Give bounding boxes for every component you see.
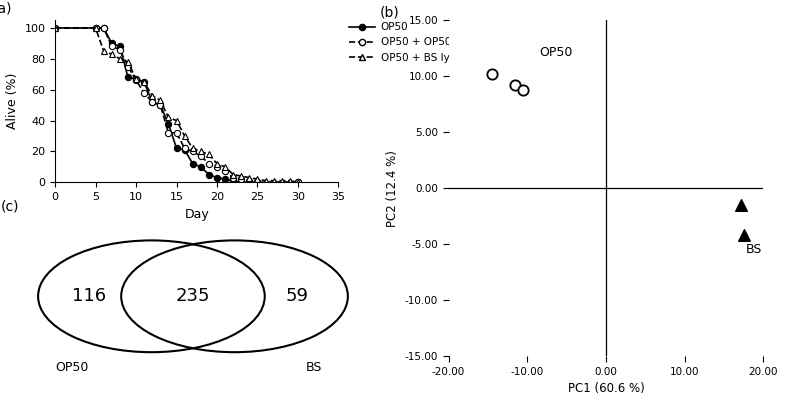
OP50: [131, 77, 141, 81]
OP50: [147, 100, 157, 104]
Text: OP50: OP50: [55, 360, 89, 373]
OP50 + BS lysate: [172, 118, 181, 123]
Text: BS: BS: [305, 360, 322, 373]
OP50: [188, 161, 198, 166]
OP50 + OP50 lysate: [196, 153, 205, 158]
OP50 + BS lysate: [99, 49, 109, 53]
Text: BS: BS: [746, 243, 763, 256]
OP50: [253, 180, 262, 185]
Text: (b): (b): [379, 6, 399, 20]
OP50: [124, 75, 133, 80]
OP50 + BS lysate: [131, 77, 141, 81]
OP50 + BS lysate: [196, 149, 205, 154]
Line: OP50 + BS lysate: OP50 + BS lysate: [52, 25, 301, 185]
OP50 + BS lysate: [237, 174, 246, 179]
Line: OP50 + OP50 lysate: OP50 + OP50 lysate: [52, 25, 301, 185]
OP50: [196, 164, 205, 169]
OP50 + BS lysate: [107, 52, 116, 57]
OP50: [115, 44, 124, 49]
Legend: OP50, OP50 + OP50 lysate, OP50 + BS lysate: OP50, OP50 + OP50 lysate, OP50 + BS lysa…: [349, 22, 486, 63]
Line: OP50: OP50: [52, 25, 301, 185]
OP50 + OP50 lysate: [220, 169, 230, 174]
OP50 + BS lysate: [50, 26, 60, 30]
OP50 + BS lysate: [228, 172, 238, 177]
Text: 59: 59: [286, 287, 309, 305]
OP50 + OP50 lysate: [115, 47, 124, 52]
Y-axis label: Alive (%): Alive (%): [6, 73, 19, 130]
OP50: [204, 172, 213, 177]
OP50 + BS lysate: [180, 134, 190, 139]
OP50 + BS lysate: [164, 115, 173, 120]
OP50 + BS lysate: [260, 178, 270, 183]
OP50 + OP50 lysate: [253, 180, 262, 185]
OP50 + BS lysate: [245, 175, 254, 180]
OP50 + OP50 lysate: [237, 177, 246, 181]
OP50 + OP50 lysate: [294, 180, 303, 185]
Point: [509, 82, 522, 88]
OP50: [180, 147, 190, 152]
OP50: [220, 177, 230, 181]
OP50 + OP50 lysate: [188, 149, 198, 154]
OP50: [172, 146, 181, 151]
OP50 + OP50 lysate: [212, 164, 222, 169]
OP50: [237, 180, 246, 185]
OP50 + BS lysate: [147, 94, 157, 98]
OP50: [50, 26, 60, 30]
OP50: [245, 180, 254, 185]
OP50 + OP50 lysate: [180, 146, 190, 151]
OP50 + BS lysate: [253, 177, 262, 181]
Text: (c): (c): [0, 200, 19, 213]
OP50 + BS lysate: [115, 56, 124, 61]
OP50 + OP50 lysate: [204, 161, 213, 166]
OP50 + BS lysate: [277, 178, 286, 183]
OP50: [156, 103, 165, 108]
OP50 + BS lysate: [269, 178, 279, 183]
OP50 + OP50 lysate: [245, 178, 254, 183]
OP50 + BS lysate: [156, 98, 165, 103]
Text: OP50: OP50: [539, 46, 572, 59]
Point: [486, 71, 498, 77]
Text: ***: ***: [514, 85, 531, 95]
OP50 + BS lysate: [139, 79, 149, 84]
OP50: [99, 26, 109, 30]
OP50 + OP50 lysate: [50, 26, 60, 30]
OP50 + BS lysate: [204, 152, 213, 157]
OP50: [139, 79, 149, 84]
OP50: [294, 180, 303, 185]
OP50 + OP50 lysate: [124, 64, 133, 69]
OP50 + BS lysate: [294, 180, 303, 185]
OP50: [164, 121, 173, 126]
OP50 + OP50 lysate: [131, 78, 141, 83]
Point: [735, 202, 748, 209]
Text: ns: ns: [514, 53, 527, 63]
OP50 + OP50 lysate: [147, 100, 157, 104]
OP50 + BS lysate: [91, 26, 100, 30]
OP50 + BS lysate: [212, 161, 222, 166]
OP50 + OP50 lysate: [156, 103, 165, 108]
OP50: [91, 26, 100, 30]
OP50 + OP50 lysate: [91, 26, 100, 30]
OP50: [212, 175, 222, 180]
OP50 + OP50 lysate: [139, 90, 149, 95]
OP50 + OP50 lysate: [228, 175, 238, 180]
OP50: [228, 178, 238, 183]
Y-axis label: PC2 (12.4 %): PC2 (12.4 %): [386, 150, 399, 227]
OP50 + OP50 lysate: [172, 130, 181, 135]
Text: 116: 116: [72, 287, 106, 305]
X-axis label: Day: Day: [184, 207, 209, 221]
Point: [737, 232, 750, 239]
OP50 + BS lysate: [188, 146, 198, 151]
OP50 + BS lysate: [124, 60, 133, 64]
OP50 + OP50 lysate: [99, 26, 109, 30]
OP50 + BS lysate: [220, 164, 230, 169]
OP50 + OP50 lysate: [107, 44, 116, 49]
OP50 + OP50 lysate: [164, 130, 173, 135]
OP50 + BS lysate: [285, 178, 294, 183]
Text: 235: 235: [176, 287, 210, 305]
OP50: [107, 41, 116, 46]
Point: [517, 87, 530, 93]
X-axis label: PC1 (60.6 %): PC1 (60.6 %): [567, 382, 645, 395]
Text: (a): (a): [0, 1, 13, 15]
